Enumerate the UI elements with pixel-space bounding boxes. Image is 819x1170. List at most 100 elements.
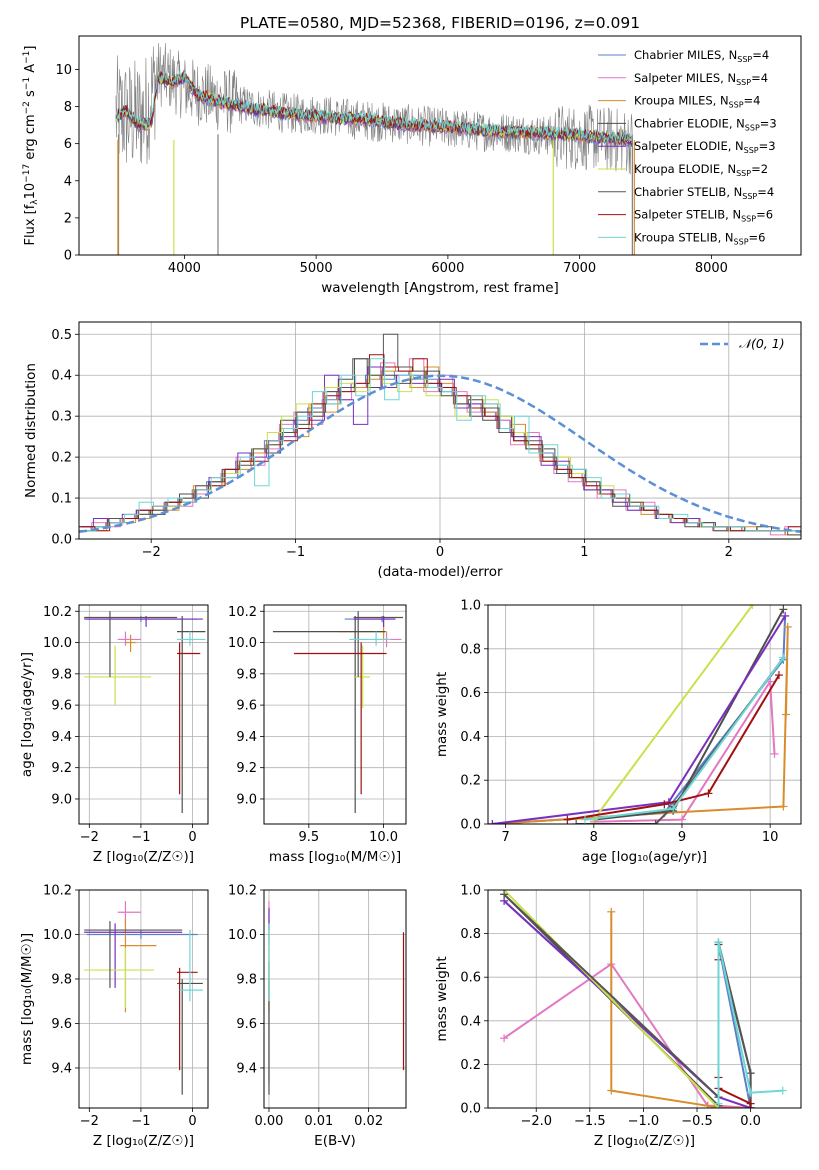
x-tick-label: 0.00 [255,1114,284,1129]
x-axis-label: mass [log₁₀(M/M☉)] [269,849,401,865]
y-tick-label: 6 [64,137,72,152]
weight-marker [779,605,788,614]
y-axis-label: mass weight [434,672,450,757]
model-spectrum [115,70,633,143]
error-bar-point [125,634,136,652]
mass_vs_EBV-panel: 0.00 0.01 0.02 9.4 9.6 9.8 10.0 10.2 E(B-V) [228,884,407,1149]
weight-series-line [503,890,720,1108]
x-tick-label: 5000 [300,261,333,276]
weight_vs_age-plot-area [488,605,792,824]
weight-marker [746,1104,755,1108]
x-tick-label: 0 [188,1114,196,1129]
y-tick-label: 1.0 [460,884,481,899]
weight-marker [704,789,713,798]
error-bar-point [117,631,141,646]
weight_vs_age-panel: 7 8 9 10 0.0 0.2 0.4 0.6 0.8 1.0 age [log₁₀(age/yr… [434,599,802,865]
y-tick-label: 9.6 [236,699,257,714]
x-tick-label: −1.0 [628,1114,660,1129]
normal-curve [79,374,801,534]
weight-marker [488,820,497,824]
weight-marker [781,611,790,620]
y-tick-label: 0.2 [460,1058,481,1073]
weight-series-line [492,626,789,824]
y-tick-label: 0.2 [51,451,72,466]
residuals-panel: −2 −1 0 1 2 0.0 0.1 0.2 0.3 0.4 0.5 (data-model)/er… [23,321,802,580]
y-axis-label: age [log₁₀(age/yr)] [19,652,35,777]
x-tick-label: −0.5 [681,1114,713,1129]
x-tick-label: 2 [725,545,733,560]
x-tick-label: 7000 [563,261,596,276]
weight-marker [572,820,581,824]
weight-marker [651,820,660,824]
y-tick-label: 9.8 [236,972,257,987]
weight-series-line [592,605,754,821]
spectrum-panel: 4000 5000 6000 7000 8000 0 2 4 6 8 10 wavelength [A… [22,35,802,296]
weight-marker [779,653,788,662]
x-tick-label: 9 [678,830,686,845]
weight-series-line [610,911,751,1108]
figure-title: PLATE=0580, MJD=52368, FIBERID=0196, z=0… [240,14,640,32]
weight-series-line [717,942,783,1104]
residuals-plot-area [79,333,801,536]
weight-marker [779,802,788,811]
y-axis-label: Flux [fλ10−17 erg cm−2 s−1 A−1] [22,46,40,246]
x-tick-label: 8 [590,830,598,845]
error-bar-point [293,642,387,795]
x-tick-label: −2 [80,1114,99,1129]
y-tick-label: 0.3 [51,410,72,425]
weight-marker [748,605,757,609]
weight-marker [782,710,791,719]
y-tick-label: 0.8 [460,642,481,657]
y-tick-label: 0.4 [460,1014,481,1029]
error-bar-point [177,967,198,1071]
mass_vs_Z-frame [78,889,209,1109]
y-tick-label: 0 [64,249,72,264]
y-tick-label: 10.2 [228,605,257,620]
weight_vs_Z-plot-area [500,890,787,1108]
y-tick-label: 4 [64,174,72,189]
x-tick-label: 10 [762,830,779,845]
weight-marker [783,622,792,631]
x-axis-label: Z [log₁₀(Z/Z☉)] [93,1133,194,1149]
y-tick-label: 9.4 [51,1061,72,1076]
weight-marker [714,938,723,947]
y-tick-label: 10 [55,63,72,78]
x-tick-label: 9.5 [298,830,319,845]
spectrum-frame [78,35,802,256]
x-tick-label: 0.0 [740,1114,761,1129]
y-tick-label: 9.4 [51,730,72,745]
x-axis-label: age [log₁₀(age/yr)] [582,849,707,865]
histogram-series [79,370,799,532]
x-tick-label: 1 [580,545,588,560]
weight-marker [607,907,616,916]
error-bar-point [117,901,141,926]
y-tick-label: 9.4 [236,730,257,745]
histogram-series [79,366,800,536]
y-tick-label: 0.0 [460,1102,481,1117]
age_vs_Z-panel: −2 −1 0 9.0 9.2 9.4 9.6 9.8 10.0 10.2 Z [log₁₀(Z/Z… [19,604,209,865]
x-tick-label: −1 [131,830,150,845]
y-tick-label: 0.0 [460,818,481,833]
y-tick-label: 9.6 [236,1017,257,1032]
x-tick-label: −1 [286,545,305,560]
y-tick-label: 9.8 [51,972,72,987]
y-tick-label: 0.5 [51,328,72,343]
x-tick-label: 8000 [695,261,728,276]
weight-marker [714,1099,723,1108]
y-tick-label: 0.4 [460,730,481,745]
age_vs_Z-frame [78,604,209,825]
x-tick-label: 0.02 [354,1114,383,1129]
weight-marker [746,1088,755,1097]
weight-marker [774,671,783,680]
y-axis-label: mass weight [434,956,450,1041]
spectrum-plot-area [115,42,635,255]
error-bar-point [177,631,206,646]
error-bar-point [353,611,404,677]
y-tick-label: 10.0 [43,928,72,943]
weight-marker [766,677,775,686]
observed-spectrum [115,42,633,175]
weight-series-line [567,674,780,821]
x-tick-label: −2.0 [520,1114,552,1129]
weight-marker [778,1086,787,1095]
weight-marker [580,815,589,824]
